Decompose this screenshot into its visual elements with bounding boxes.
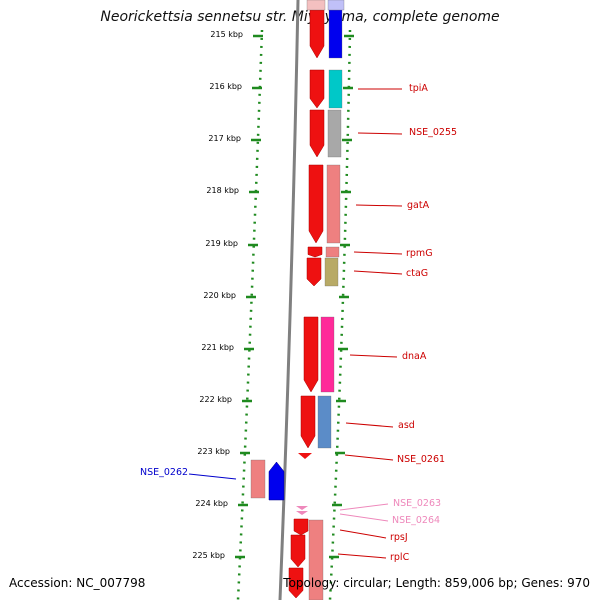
- tick-label: 218 kbp: [206, 186, 239, 195]
- tick-label: 220 kbp: [203, 291, 236, 300]
- gene-arrow: [309, 109, 325, 158]
- gene-arrow-small: [298, 453, 312, 459]
- gene-label: asd: [398, 420, 415, 431]
- gene-arrow: [290, 534, 306, 568]
- tick-label: 222 kbp: [199, 395, 232, 404]
- cog-color-bar: [306, 0, 326, 11]
- tick-label: 215 kbp: [210, 30, 243, 39]
- gene-label: NSE_0255: [409, 127, 458, 138]
- gene-arrow: [300, 395, 316, 449]
- gene-label: rpmG: [406, 248, 433, 259]
- cog-color-bar: [325, 246, 340, 258]
- gene-arrow-reverse: [268, 461, 285, 501]
- label-connector: [344, 454, 394, 461]
- label-connector: [349, 354, 398, 358]
- gene-arrow: [288, 567, 304, 599]
- cog-color-bar: [326, 164, 341, 244]
- label-connector: [339, 503, 389, 511]
- topology-text: Topology: circular; Length: 859,006 bp; …: [283, 576, 590, 590]
- cog-color-bar: [327, 109, 342, 158]
- label-connector: [353, 270, 403, 275]
- tick-label: 219 kbp: [205, 239, 238, 248]
- tick-label: 216 kbp: [209, 82, 242, 91]
- tick-label: 223 kbp: [197, 447, 230, 456]
- cog-color-bar: [250, 459, 266, 499]
- genome-backbone: [278, 0, 300, 600]
- cog-color-bar: [317, 395, 332, 449]
- label-connector: [188, 473, 237, 480]
- gene-label: NSE_0262: [140, 467, 189, 478]
- ruler-left-dotted: [236, 29, 264, 600]
- gene-arrow: [309, 69, 325, 109]
- gene-label: rplC: [390, 552, 410, 563]
- tick-label: 224 kbp: [195, 499, 228, 508]
- gene-label: NSE_0263: [393, 498, 442, 509]
- label-connector: [355, 204, 403, 207]
- gene-arrow: [306, 257, 322, 287]
- label-connector: [339, 529, 387, 539]
- gene-arrow: [307, 246, 323, 258]
- gene-label: rpsJ: [390, 532, 408, 543]
- label-connector: [337, 553, 387, 559]
- cog-color-bar: [328, 9, 343, 59]
- gene-label: gatA: [407, 200, 430, 211]
- tick-label: 221 kbp: [201, 343, 234, 352]
- label-connector: [339, 513, 389, 522]
- cog-color-bar: [324, 257, 339, 287]
- label-connector: [345, 422, 394, 428]
- gene-arrow: [293, 518, 309, 536]
- label-connector: [353, 251, 403, 255]
- genome-title: Neorickettsia sennetsu str. Miyayama, co…: [100, 9, 500, 25]
- accession-text: Accession: NC_007798: [9, 576, 146, 590]
- gene-arrow-pink: [296, 506, 308, 510]
- cog-color-bar: [320, 316, 335, 393]
- cog-color-bar: [327, 0, 345, 11]
- gene-arrow: [309, 9, 325, 59]
- gene-label: NSE_0261: [397, 454, 446, 465]
- cog-color-bar: [328, 69, 343, 109]
- gene-label: ctaG: [406, 268, 429, 279]
- label-connector: [357, 132, 403, 135]
- gene-label: dnaA: [402, 351, 427, 362]
- cog-color-bar: [308, 519, 324, 600]
- gene-label: NSE_0264: [392, 515, 441, 526]
- gene-arrow: [303, 316, 319, 393]
- tick-label: 225 kbp: [192, 551, 225, 560]
- gene-label: tpiA: [409, 83, 428, 94]
- gene-arrow-pink: [296, 511, 308, 515]
- tick-label: 217 kbp: [208, 134, 241, 143]
- gene-arrow: [308, 164, 324, 244]
